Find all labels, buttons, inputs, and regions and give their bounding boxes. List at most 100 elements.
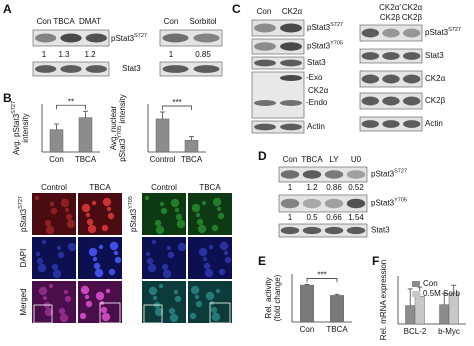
superscript: S727	[134, 33, 147, 39]
bar	[49, 129, 64, 153]
blot-strip	[278, 223, 368, 238]
row-label: Merged	[19, 288, 28, 315]
lane-label: U0	[351, 155, 362, 164]
blot-strip	[359, 24, 423, 42]
label-text: Stat3	[425, 51, 444, 60]
label-text: Actin	[425, 119, 443, 128]
label-text: pStat3	[425, 28, 449, 37]
micrograph	[32, 281, 76, 323]
legend-swatch	[412, 281, 420, 287]
nucleus	[211, 312, 221, 322]
x-tick-label: TBCA	[326, 325, 348, 334]
label-text: pStat3	[307, 42, 331, 51]
nucleus	[196, 218, 204, 226]
row-label: pStat3Y705	[128, 196, 138, 232]
nucleus	[93, 262, 101, 270]
band	[324, 226, 344, 235]
nucleus	[211, 224, 219, 232]
nucleus	[80, 285, 90, 295]
label-text: Stat3	[307, 58, 326, 67]
nucleus	[94, 268, 104, 278]
band	[324, 198, 344, 209]
quantification: 1.3	[58, 50, 70, 59]
bar	[405, 305, 416, 325]
column-label: Control	[151, 183, 177, 192]
lane-label: Con	[283, 155, 298, 164]
x-tick-label: b-Myc	[438, 327, 460, 336]
label-text: CK2α	[308, 86, 329, 95]
nucleus	[101, 312, 111, 322]
nucleus	[45, 225, 55, 235]
nucleus	[92, 256, 98, 262]
quantification: 0.5	[306, 213, 318, 222]
significance-bracket	[306, 277, 338, 283]
x-tick-label: Con	[49, 155, 64, 164]
nucleus	[176, 219, 186, 229]
band	[361, 28, 380, 38]
nucleus	[202, 256, 208, 262]
nucleus	[64, 295, 72, 303]
x-tick-label: BCL-2	[404, 327, 427, 336]
nucleus	[223, 250, 229, 256]
lane-label: LY	[329, 155, 339, 164]
nucleus	[210, 306, 218, 314]
label-text: Merged	[19, 288, 28, 315]
band	[402, 28, 421, 38]
superscript: Y705	[117, 126, 123, 139]
band	[302, 198, 322, 209]
band	[280, 75, 302, 81]
band	[60, 65, 82, 73]
blot-strip	[278, 194, 368, 213]
quantification: 0.85	[195, 50, 211, 59]
nucleus	[88, 247, 98, 257]
band	[382, 52, 400, 60]
row-label: Stat3	[425, 51, 444, 60]
label-text: pStat3	[371, 199, 395, 208]
micrograph	[32, 193, 76, 235]
quantification: 1.2	[306, 183, 318, 192]
band	[346, 226, 366, 235]
band	[254, 42, 276, 51]
nucleus	[189, 312, 197, 320]
label-text: DAPI	[19, 249, 28, 268]
band	[162, 65, 189, 73]
band	[346, 198, 366, 209]
nucleus	[216, 206, 222, 212]
inset	[209, 302, 231, 324]
nucleus	[224, 256, 232, 264]
nucleus	[100, 306, 108, 314]
nucleus	[175, 213, 183, 221]
micrograph	[78, 193, 122, 235]
nucleus	[58, 307, 66, 315]
nucleus	[205, 291, 215, 301]
nucleus	[174, 207, 180, 213]
nucleus	[155, 225, 165, 235]
label-text: Avg. pStat3	[12, 113, 21, 155]
column-label: TBCA	[89, 183, 111, 192]
nucleus	[151, 239, 157, 245]
row-label: Stat3	[122, 64, 141, 73]
x-tick-label: TBCA	[181, 155, 203, 164]
band	[402, 120, 421, 128]
bar	[184, 140, 199, 153]
significance-bracket	[56, 104, 86, 110]
label-text: Actin	[307, 122, 325, 131]
micrograph	[188, 193, 232, 235]
band	[280, 23, 302, 33]
superscript: S727	[11, 101, 17, 114]
lane-label: Con	[257, 7, 272, 16]
nucleus	[173, 289, 179, 295]
nucleus	[67, 242, 77, 252]
nucleus	[160, 207, 168, 215]
inset	[33, 304, 53, 324]
label-text: Stat3	[122, 64, 141, 73]
band	[85, 65, 107, 73]
nucleus	[44, 219, 52, 227]
band	[254, 59, 276, 67]
nucleus	[191, 203, 201, 213]
band	[254, 100, 276, 106]
significance-bracket	[162, 105, 192, 110]
superscript: S727	[448, 27, 461, 33]
row-label: pStat3Y705	[371, 198, 407, 208]
band	[254, 123, 276, 131]
